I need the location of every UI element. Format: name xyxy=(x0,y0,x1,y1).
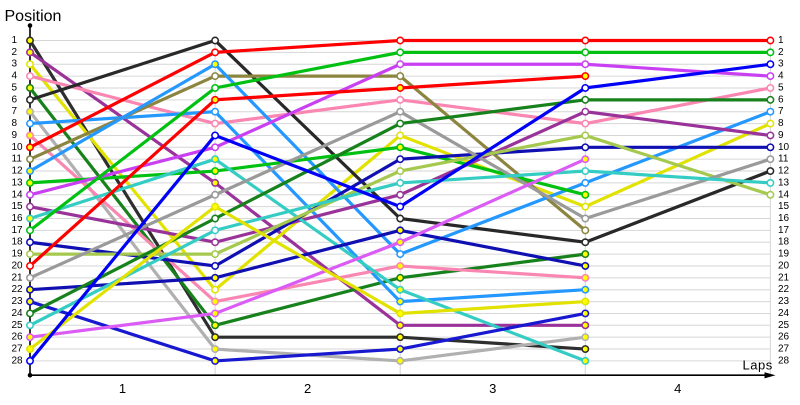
svg-text:2: 2 xyxy=(12,47,18,58)
svg-text:18: 18 xyxy=(12,237,24,248)
svg-text:15: 15 xyxy=(12,201,24,212)
svg-text:4: 4 xyxy=(12,71,18,82)
svg-text:14: 14 xyxy=(12,189,24,200)
svg-text:17: 17 xyxy=(12,225,24,236)
svg-text:3: 3 xyxy=(12,59,18,70)
svg-text:19: 19 xyxy=(778,249,790,260)
svg-text:27: 27 xyxy=(12,344,24,355)
svg-text:8: 8 xyxy=(778,118,784,129)
svg-text:7: 7 xyxy=(12,106,18,117)
svg-text:26: 26 xyxy=(12,332,24,343)
svg-text:11: 11 xyxy=(778,154,789,165)
svg-text:24: 24 xyxy=(12,308,24,319)
svg-text:25: 25 xyxy=(12,320,24,331)
svg-text:16: 16 xyxy=(778,213,790,224)
svg-text:12: 12 xyxy=(778,166,790,177)
svg-text:Position: Position xyxy=(5,8,62,25)
svg-text:10: 10 xyxy=(12,142,24,153)
svg-text:22: 22 xyxy=(778,284,790,295)
svg-text:26: 26 xyxy=(778,332,790,343)
svg-text:6: 6 xyxy=(778,94,784,105)
svg-text:28: 28 xyxy=(12,355,24,366)
svg-text:20: 20 xyxy=(778,260,790,271)
svg-text:13: 13 xyxy=(12,177,24,188)
svg-text:15: 15 xyxy=(778,201,790,212)
svg-text:6: 6 xyxy=(12,94,18,105)
svg-text:23: 23 xyxy=(12,296,24,307)
svg-text:1: 1 xyxy=(12,35,18,46)
svg-text:2: 2 xyxy=(304,381,311,396)
svg-text:18: 18 xyxy=(778,237,790,248)
svg-text:14: 14 xyxy=(778,189,790,200)
svg-text:17: 17 xyxy=(778,225,790,236)
svg-text:3: 3 xyxy=(778,59,784,70)
svg-text:Laps: Laps xyxy=(743,358,773,373)
svg-text:19: 19 xyxy=(12,249,24,260)
svg-text:21: 21 xyxy=(778,272,790,283)
svg-text:24: 24 xyxy=(778,308,790,319)
svg-text:16: 16 xyxy=(12,213,24,224)
svg-text:22: 22 xyxy=(12,284,24,295)
svg-text:20: 20 xyxy=(12,260,24,271)
svg-text:9: 9 xyxy=(12,130,18,141)
svg-text:28: 28 xyxy=(778,355,790,366)
svg-text:1: 1 xyxy=(778,35,784,46)
svg-text:5: 5 xyxy=(12,82,18,93)
svg-text:9: 9 xyxy=(778,130,784,141)
svg-text:8: 8 xyxy=(12,118,18,129)
svg-text:7: 7 xyxy=(778,106,784,117)
svg-text:23: 23 xyxy=(778,296,790,307)
svg-text:3: 3 xyxy=(489,381,496,396)
svg-text:1: 1 xyxy=(119,381,126,396)
svg-text:4: 4 xyxy=(674,381,681,396)
svg-text:13: 13 xyxy=(778,177,790,188)
svg-text:4: 4 xyxy=(778,71,784,82)
svg-text:2: 2 xyxy=(778,47,784,58)
svg-text:5: 5 xyxy=(778,82,784,93)
svg-text:11: 11 xyxy=(12,154,23,165)
svg-text:12: 12 xyxy=(12,166,24,177)
svg-text:21: 21 xyxy=(12,272,24,283)
svg-text:25: 25 xyxy=(778,320,790,331)
svg-text:10: 10 xyxy=(778,142,790,153)
svg-text:27: 27 xyxy=(778,344,790,355)
